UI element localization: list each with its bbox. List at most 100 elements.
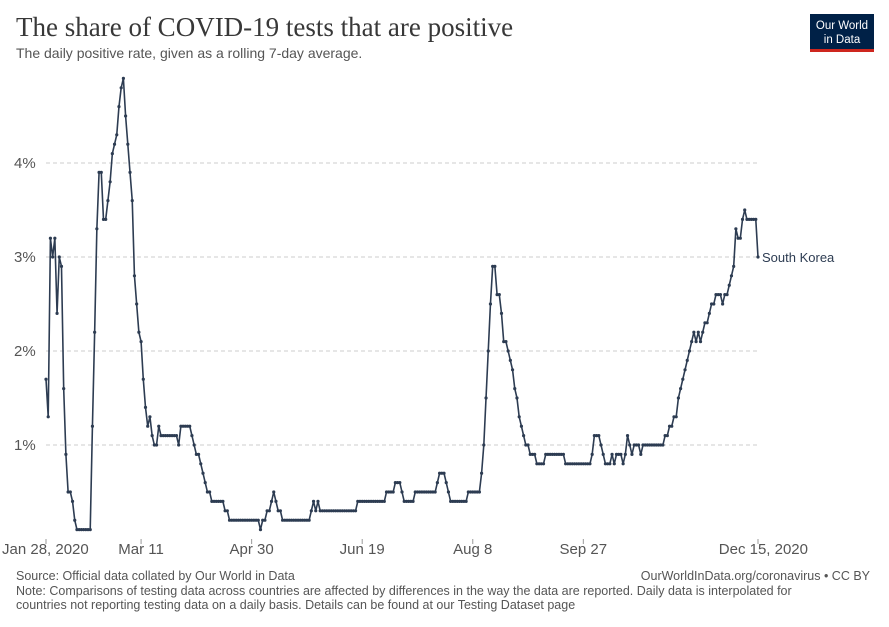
point: [79, 528, 83, 532]
chart-subtitle: The daily positive rate, given as a roll…: [16, 45, 362, 61]
point: [475, 490, 479, 494]
point: [486, 349, 490, 353]
point: [227, 518, 232, 522]
point: [754, 217, 758, 221]
point: [533, 452, 537, 456]
point: [639, 452, 643, 456]
point: [274, 499, 278, 503]
point: [495, 293, 499, 297]
point: [718, 293, 723, 297]
point: [522, 434, 526, 438]
point: [579, 462, 583, 466]
point: [656, 443, 661, 447]
point: [621, 462, 625, 466]
point: [681, 377, 685, 381]
point: [126, 142, 130, 146]
point: [690, 340, 694, 344]
note: countries not reporting testing data on …: [16, 598, 575, 612]
point: [269, 499, 274, 503]
point: [152, 443, 156, 447]
point: [318, 509, 322, 513]
point: [413, 490, 417, 494]
point: [157, 424, 161, 428]
point: [610, 452, 614, 456]
point: [93, 330, 97, 334]
point: [223, 509, 227, 513]
point: [513, 387, 517, 391]
point: [404, 499, 409, 503]
point: [353, 509, 358, 513]
point: [455, 499, 459, 503]
point: [745, 217, 749, 221]
point: [48, 236, 53, 240]
point: [685, 358, 689, 362]
point: [592, 434, 596, 438]
point: [577, 462, 581, 466]
y-tick-label: 4%: [14, 155, 36, 172]
point: [141, 377, 145, 381]
point: [716, 293, 720, 297]
point: [648, 443, 652, 447]
point: [161, 434, 165, 438]
point: [709, 302, 714, 306]
point: [303, 518, 307, 522]
x-tick-label: Mar 11: [118, 541, 164, 558]
point: [192, 443, 196, 447]
point: [46, 415, 50, 419]
y-tick-label: 1%: [14, 437, 36, 454]
point: [424, 490, 428, 494]
point: [528, 452, 532, 456]
point: [287, 518, 291, 522]
point: [696, 330, 700, 334]
point: [362, 499, 367, 503]
point: [444, 481, 448, 485]
point: [433, 490, 437, 494]
point: [183, 424, 187, 428]
point: [238, 518, 243, 522]
point: [276, 509, 280, 513]
point: [380, 499, 384, 503]
point: [216, 499, 221, 503]
point: [736, 236, 740, 240]
point: [289, 518, 294, 522]
point: [645, 443, 650, 447]
point: [557, 452, 561, 456]
point: [738, 236, 742, 240]
point: [311, 499, 316, 503]
point: [294, 518, 298, 522]
point: [296, 518, 300, 522]
point: [606, 462, 610, 466]
point: [73, 518, 77, 522]
point: [594, 434, 599, 438]
point: [199, 462, 203, 466]
point: [128, 170, 132, 174]
point: [365, 499, 369, 503]
point: [550, 452, 554, 456]
point: [712, 302, 716, 306]
point: [435, 481, 439, 485]
point: [661, 443, 665, 447]
point: [203, 481, 207, 485]
point: [336, 509, 340, 513]
point: [541, 462, 546, 466]
point: [466, 490, 470, 494]
point: [232, 518, 236, 522]
point: [356, 499, 360, 503]
point: [106, 199, 110, 203]
x-tick-label: Dec 15, 2020: [719, 541, 808, 558]
point: [298, 518, 302, 522]
point: [272, 490, 276, 494]
point: [429, 490, 433, 494]
logo-bar: [810, 49, 874, 52]
point: [84, 528, 88, 532]
point: [247, 518, 252, 522]
point: [241, 518, 245, 522]
point: [267, 509, 271, 513]
point: [552, 452, 557, 456]
x-tick-label: Sep 27: [560, 541, 608, 558]
point: [263, 518, 267, 522]
point: [110, 152, 114, 156]
point: [280, 518, 285, 522]
point: [75, 528, 79, 532]
point: [95, 227, 99, 231]
